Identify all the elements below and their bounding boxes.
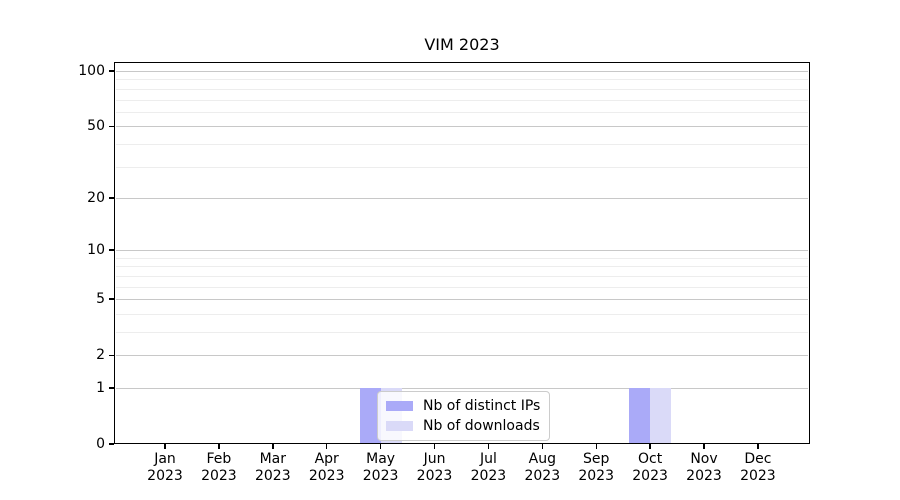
y-tick-mark [109,387,114,389]
y-tick-mark [109,298,114,300]
y-tick-mark [109,354,114,356]
x-tick-label: Oct 2023 [632,451,668,484]
y-tick-mark [109,249,114,251]
x-tick-mark [757,444,759,449]
x-tick-mark [433,444,436,449]
x-tick-label: Feb 2023 [201,451,237,484]
minor-gridline [116,332,808,333]
major-gridline [116,250,808,252]
x-tick-label: Aug 2023 [524,451,561,484]
minor-gridline [116,257,808,259]
bar-downloads [650,388,672,443]
x-tick-label: May 2023 [362,451,399,484]
chart-title: VIM 2023 [424,35,500,54]
x-tick-mark [272,444,274,449]
x-tick-label: Dec 2023 [740,451,776,484]
y-tick-label: 50 [87,118,105,135]
bar-distinct-ips [629,388,651,443]
minor-gridline [116,79,808,81]
y-tick-mark [109,125,114,127]
minor-gridline [116,143,808,145]
x-tick-label: Jan 2023 [147,451,183,484]
x-tick-label: Jun 2023 [416,451,453,484]
major-gridline [116,71,808,72]
y-tick-label: 1 [96,380,105,396]
y-tick-label: 0 [96,436,105,452]
legend-item-distinct-ips: Nb of distinct IPs [386,397,540,415]
legend-label-downloads: Nb of downloads [423,418,540,434]
y-tick-mark [109,443,114,445]
y-tick-label: 10 [87,242,105,259]
y-tick-label: 100 [78,63,105,79]
minor-gridline [116,275,808,277]
x-tick-mark [487,444,490,449]
minor-gridline [116,88,808,90]
x-tick-mark [379,444,382,449]
x-tick-mark [649,444,651,449]
x-tick-mark [218,444,220,449]
major-gridline [116,126,808,128]
y-tick-label: 5 [96,291,105,308]
major-gridline [116,299,808,301]
y-tick-mark [109,70,114,72]
legend-item-downloads: Nb of downloads [386,417,540,435]
major-gridline [116,388,808,389]
minor-gridline [116,99,808,101]
x-tick-label: Apr 2023 [308,451,345,484]
x-tick-label: Jul 2023 [470,451,507,484]
legend-swatch-downloads [386,421,413,431]
legend-swatch-distinct-ips [386,401,413,411]
y-tick-label: 20 [87,189,105,206]
minor-gridline [116,111,808,113]
major-gridline [116,197,808,199]
minor-gridline [116,286,808,288]
major-gridline [116,355,808,357]
bar-distinct-ips [359,388,381,443]
x-tick-mark [595,444,597,449]
plot-area [114,62,810,444]
x-tick-mark [541,444,543,449]
x-tick-label: Nov 2023 [686,451,722,484]
x-tick-mark [703,444,705,449]
x-tick-label: Mar 2023 [254,451,291,484]
minor-gridline [116,266,808,268]
minor-gridline [116,166,808,168]
minor-gridline [116,313,808,315]
legend: Nb of distinct IPs Nb of downloads [377,391,551,441]
x-tick-label: Sep 2023 [578,451,614,484]
x-tick-mark [164,444,166,449]
x-tick-mark [325,444,328,449]
y-tick-mark [109,197,114,199]
y-tick-label: 2 [96,347,105,364]
legend-label-distinct-ips: Nb of distinct IPs [423,398,541,414]
